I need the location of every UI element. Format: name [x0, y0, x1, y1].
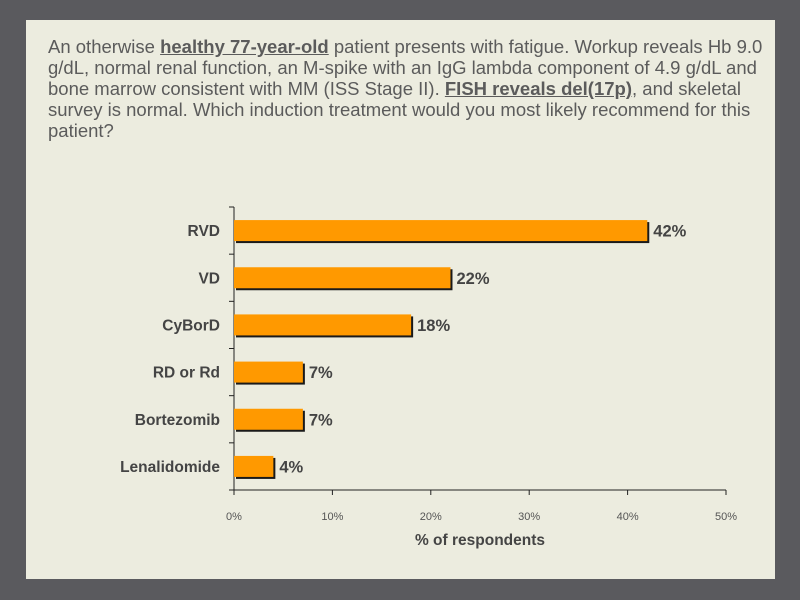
question-text: An otherwise healthy 77-year-old patient… [48, 36, 768, 141]
category-label: VD [198, 270, 220, 287]
bar-rd-or-rd [234, 361, 303, 383]
x-tick-label: 40% [617, 511, 639, 523]
x-tick-label: 50% [715, 511, 737, 523]
bar-cybord [234, 314, 412, 336]
x-tick-label: 30% [518, 511, 540, 523]
question-part-3: , and skeletal survey is normal. Which i… [48, 78, 751, 141]
category-label: RD or Rd [153, 365, 220, 382]
chart-bars: RVD 42% VD 22% CyBorD 18% RD or Rd 7% Bortezomib… [120, 220, 687, 479]
category-label: Bortezomib [135, 412, 220, 429]
category-label: RVD [188, 223, 220, 240]
value-label: 42% [653, 223, 686, 241]
slide: An otherwise healthy 77-year-old patient… [26, 20, 775, 579]
category-label: CyBorD [162, 317, 220, 334]
x-tick-label: 10% [321, 511, 343, 523]
bar-bortezomib [234, 408, 303, 430]
x-tick-label: 20% [420, 511, 442, 523]
x-tick-label: 0% [226, 511, 242, 523]
value-label: 22% [456, 270, 489, 288]
bar-rvd [234, 220, 648, 242]
x-axis-label: % of respondents [415, 532, 545, 549]
question-part-1: An otherwise [48, 36, 161, 57]
value-label: 4% [279, 458, 303, 476]
bar-lenalidomide [234, 455, 274, 477]
question-emphasis-fish: FISH reveals del(17p) [444, 78, 633, 99]
question-part-2: patient presents with fatigue. Workup re… [48, 36, 763, 99]
bar-chart: 0% 10% 20% 30% 40% 50% RVD 42% VD 22% CyBorD 18% RD… [120, 206, 737, 549]
value-label: 7% [309, 411, 333, 429]
question-emphasis-age: healthy 77-year-old [160, 36, 329, 57]
bar-vd [234, 267, 451, 289]
value-label: 18% [417, 317, 450, 335]
category-label: Lenalidomide [120, 459, 220, 476]
chart-axes: 0% 10% 20% 30% 40% 50% [226, 206, 737, 523]
value-label: 7% [309, 364, 333, 382]
